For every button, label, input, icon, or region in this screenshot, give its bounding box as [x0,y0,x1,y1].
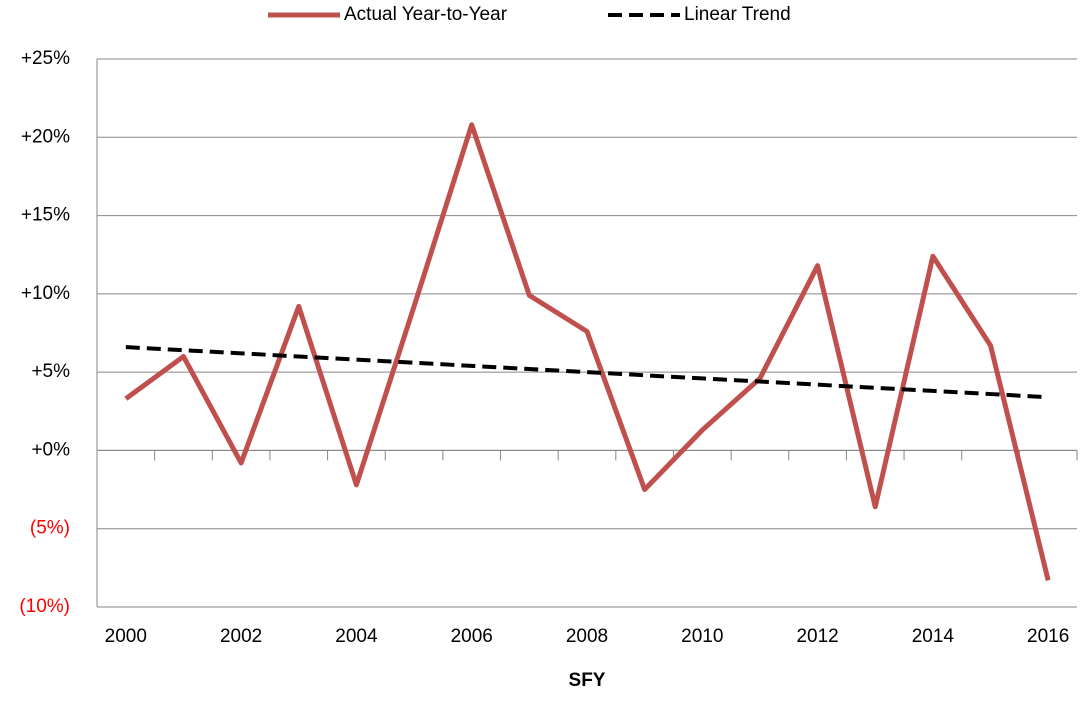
y-tick-label: +20% [21,126,70,147]
y-tick-label: +10% [21,283,70,304]
y-tick-label: +5% [31,361,70,382]
series-line [124,122,1051,581]
x-axis-title: SFY [569,670,606,691]
legend-label: Actual Year-to-Year [344,4,508,25]
y-tick-label: +15% [21,205,70,226]
series-line [125,345,1049,400]
x-tick-label: 2014 [912,626,955,647]
x-tick-label: 2008 [566,626,608,647]
x-tick-label: 2006 [451,626,493,647]
legend-label: Linear Trend [684,4,791,25]
x-tick-label: 2004 [335,626,378,647]
x-tick-label: 2002 [220,626,262,647]
x-tick-label: 2010 [681,626,723,647]
x-tick-label: 2000 [105,626,147,647]
y-tick-label: (10%) [19,596,70,617]
y-tick-label: (5%) [30,518,70,539]
y-tick-label: +25% [21,48,70,69]
y-tick-label: +0% [31,439,70,460]
x-tick-label: 2016 [1027,626,1069,647]
x-tick-label: 2012 [796,626,838,647]
